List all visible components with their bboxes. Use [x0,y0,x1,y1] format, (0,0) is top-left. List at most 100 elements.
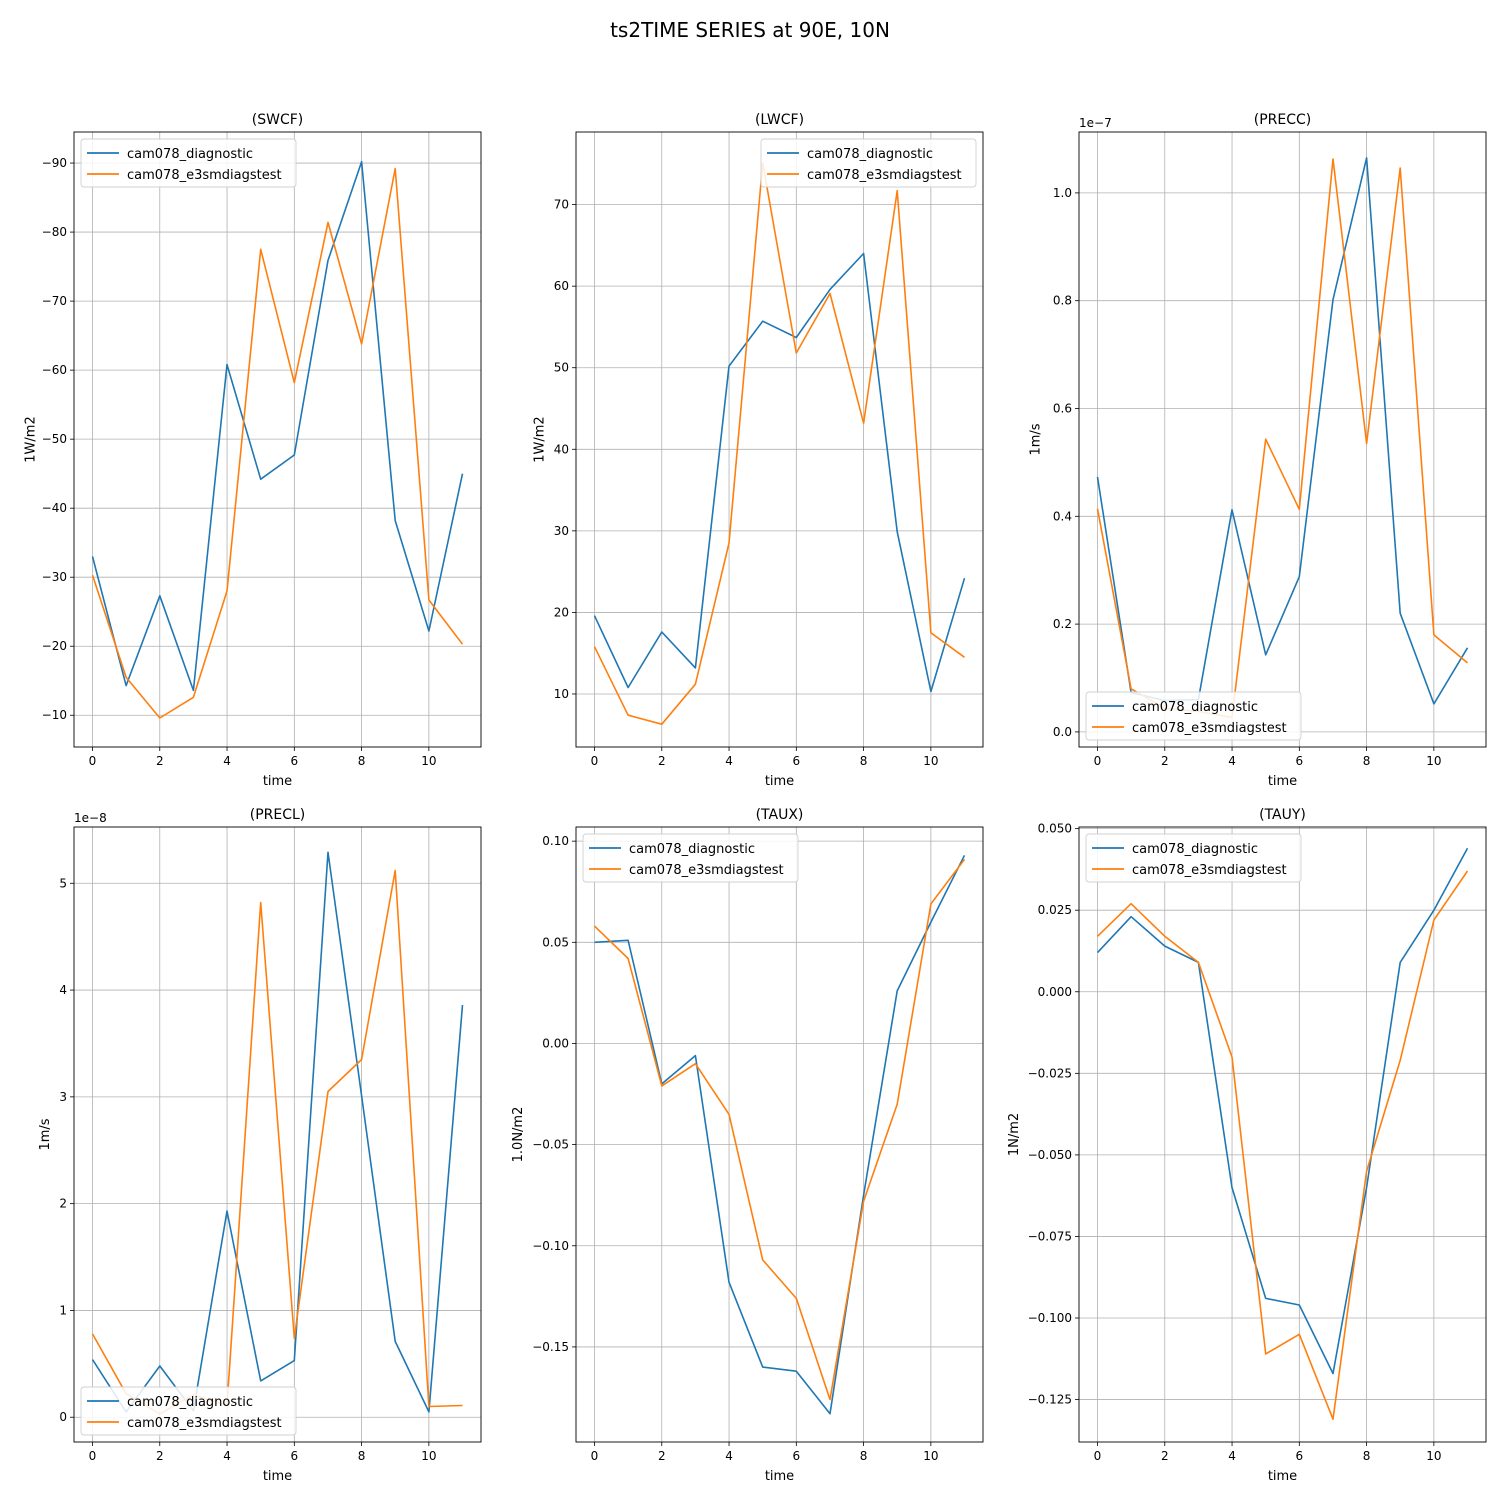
y-tick-label: −0.025 [1028,1066,1072,1080]
y-tick-label: −10 [42,708,67,722]
y-tick-label: −40 [42,501,67,515]
panel-lwcf: 0 2 4 6 8 10 10 20 30 40 50 60 70 (LWCF) time 1W/m2 cam0… [533,112,984,789]
x-tick-label: 0 [89,1449,97,1463]
x-tick-label: 6 [290,1449,298,1463]
y-offset-label: 1e−7 [1079,116,1112,130]
x-tick-label: 10 [421,754,436,768]
legend-entry: cam078_e3smdiagstest [1132,721,1287,736]
x-tick-label: 2 [156,1449,164,1463]
y-tick-label: −0.05 [532,1138,569,1152]
x-tick-label: 4 [223,754,231,768]
x-tick-label: 0 [89,754,97,768]
legend-box [80,138,297,188]
y-tick-label: 5 [59,876,67,890]
y-tick-label: −70 [42,294,67,308]
y-tick-label: 60 [554,279,569,293]
legend-entry: cam078_diagnostic [1132,842,1258,857]
x-tick-label: 6 [792,1449,800,1463]
y-tick-label: 0.4 [1053,509,1072,523]
y-tick-label: −0.15 [532,1340,569,1354]
legend-entry: cam078_diagnostic [127,1395,253,1410]
x-tick-label: 2 [156,754,164,768]
y-tick-label: 2 [59,1197,67,1211]
legend-box [80,1386,297,1436]
y-tick-label: 3 [59,1090,67,1104]
x-tick-label: 6 [1295,1449,1303,1463]
axes-frame [1078,826,1487,1443]
x-tick-label: 4 [725,1449,733,1463]
x-tick-label: 8 [358,1449,366,1463]
y-tick-label: −0.050 [1028,1148,1072,1162]
y-tick-label: −90 [42,156,67,170]
legend-entry: cam078_e3smdiagstest [807,168,962,183]
x-tick-label: 4 [1228,754,1236,768]
y-tick-label: −60 [42,363,67,377]
panel-title: (LWCF) [755,112,804,128]
x-tick-label: 6 [290,754,298,768]
legend-entry: cam078_diagnostic [1132,700,1258,715]
y-tick-label: −0.075 [1028,1229,1072,1243]
y-tick-label: 0.00 [542,1036,569,1050]
legend: cam078_diagnostic cam078_e3smdiagstest [760,138,977,188]
x-tick-label: 2 [1161,1449,1169,1463]
series-line-2 [593,162,965,726]
y-tick-label: 0.0 [1053,725,1072,739]
y-tick-label: 0.025 [1038,903,1072,917]
y-tick-label: −50 [42,432,67,446]
y-tick-label: 70 [554,198,569,212]
series-line-2 [1096,870,1469,1420]
panel-taux: 0 2 4 6 8 10 −0.15 −0.10 −0.05 0.00 0.05 0.10 (TAUX)… [511,807,984,1484]
x-tick-label: 8 [1363,754,1371,768]
panel-title: (TAUX) [756,807,804,823]
legend: cam078_diagnostic cam078_e3smdiagstest [80,1386,297,1436]
y-tick-label: 0.8 [1053,294,1072,308]
y-tick-label: 1.0 [1053,186,1072,200]
x-tick-label: 0 [1094,1449,1102,1463]
y-tick-label: 0.050 [1038,822,1072,836]
y-tick-label: 0.10 [542,834,569,848]
series-line-1 [91,851,464,1413]
series-line-1 [594,854,966,1415]
y-tick-label: −30 [42,570,67,584]
y-tick-label: 40 [554,442,569,456]
y-tick-label: 20 [554,605,569,619]
panel-precl: 0 2 4 6 8 10 0 1 2 3 4 5 1e−8 (PRECL) time 1m/s cam078_d… [38,807,482,1484]
x-tick-label: 6 [1295,754,1303,768]
x-tick-label: 4 [1228,1449,1236,1463]
panel-tauy: 0 2 4 6 8 10 −0.125 −0.100 −0.075 −0.050 −0.025 0.0… [1007,807,1487,1484]
figure-title: ts2TIME SERIES at 90E, 10N [610,18,890,42]
panel-swcf: 0 2 4 6 8 10 −90 −80 −70 −60 −50 −40 −30 −20 −10 (SWCF)… [23,112,482,789]
x-tick-label: 10 [421,1449,436,1463]
y-tick-label: 0.000 [1038,985,1072,999]
x-tick-label: 10 [1426,754,1441,768]
series-line-2 [91,167,464,719]
y-tick-label: 50 [554,361,569,375]
y-tick-label: −0.125 [1028,1393,1072,1407]
y-axis-label: 1N/m2 [1007,1113,1022,1156]
y-axis-label: 1m/s [38,1118,53,1150]
x-tick-label: 8 [358,754,366,768]
y-tick-label: 4 [59,983,67,997]
x-tick-label: 4 [223,1449,231,1463]
series-line-1 [1096,847,1469,1375]
x-tick-label: 8 [860,1449,868,1463]
x-tick-label: 2 [1161,754,1169,768]
x-tick-label: 2 [658,754,666,768]
axes-frame [575,131,984,748]
panel-title: (SWCF) [252,112,303,128]
series-line-2 [593,858,966,1401]
y-tick-label: −20 [42,639,67,653]
y-tick-label: −0.10 [532,1239,569,1253]
y-axis-label: 1m/s [1028,423,1043,455]
legend-entry: cam078_e3smdiagstest [127,1416,282,1431]
x-axis-label: time [765,1469,794,1484]
legend-entry: cam078_e3smdiagstest [127,168,282,183]
legend-box [760,138,977,188]
panel-title: (PRECL) [250,807,306,823]
x-tick-label: 0 [591,754,599,768]
legend: cam078_diagnostic cam078_e3smdiagstest [1085,833,1302,883]
x-tick-label: 8 [860,754,868,768]
y-tick-label: 10 [554,687,569,701]
